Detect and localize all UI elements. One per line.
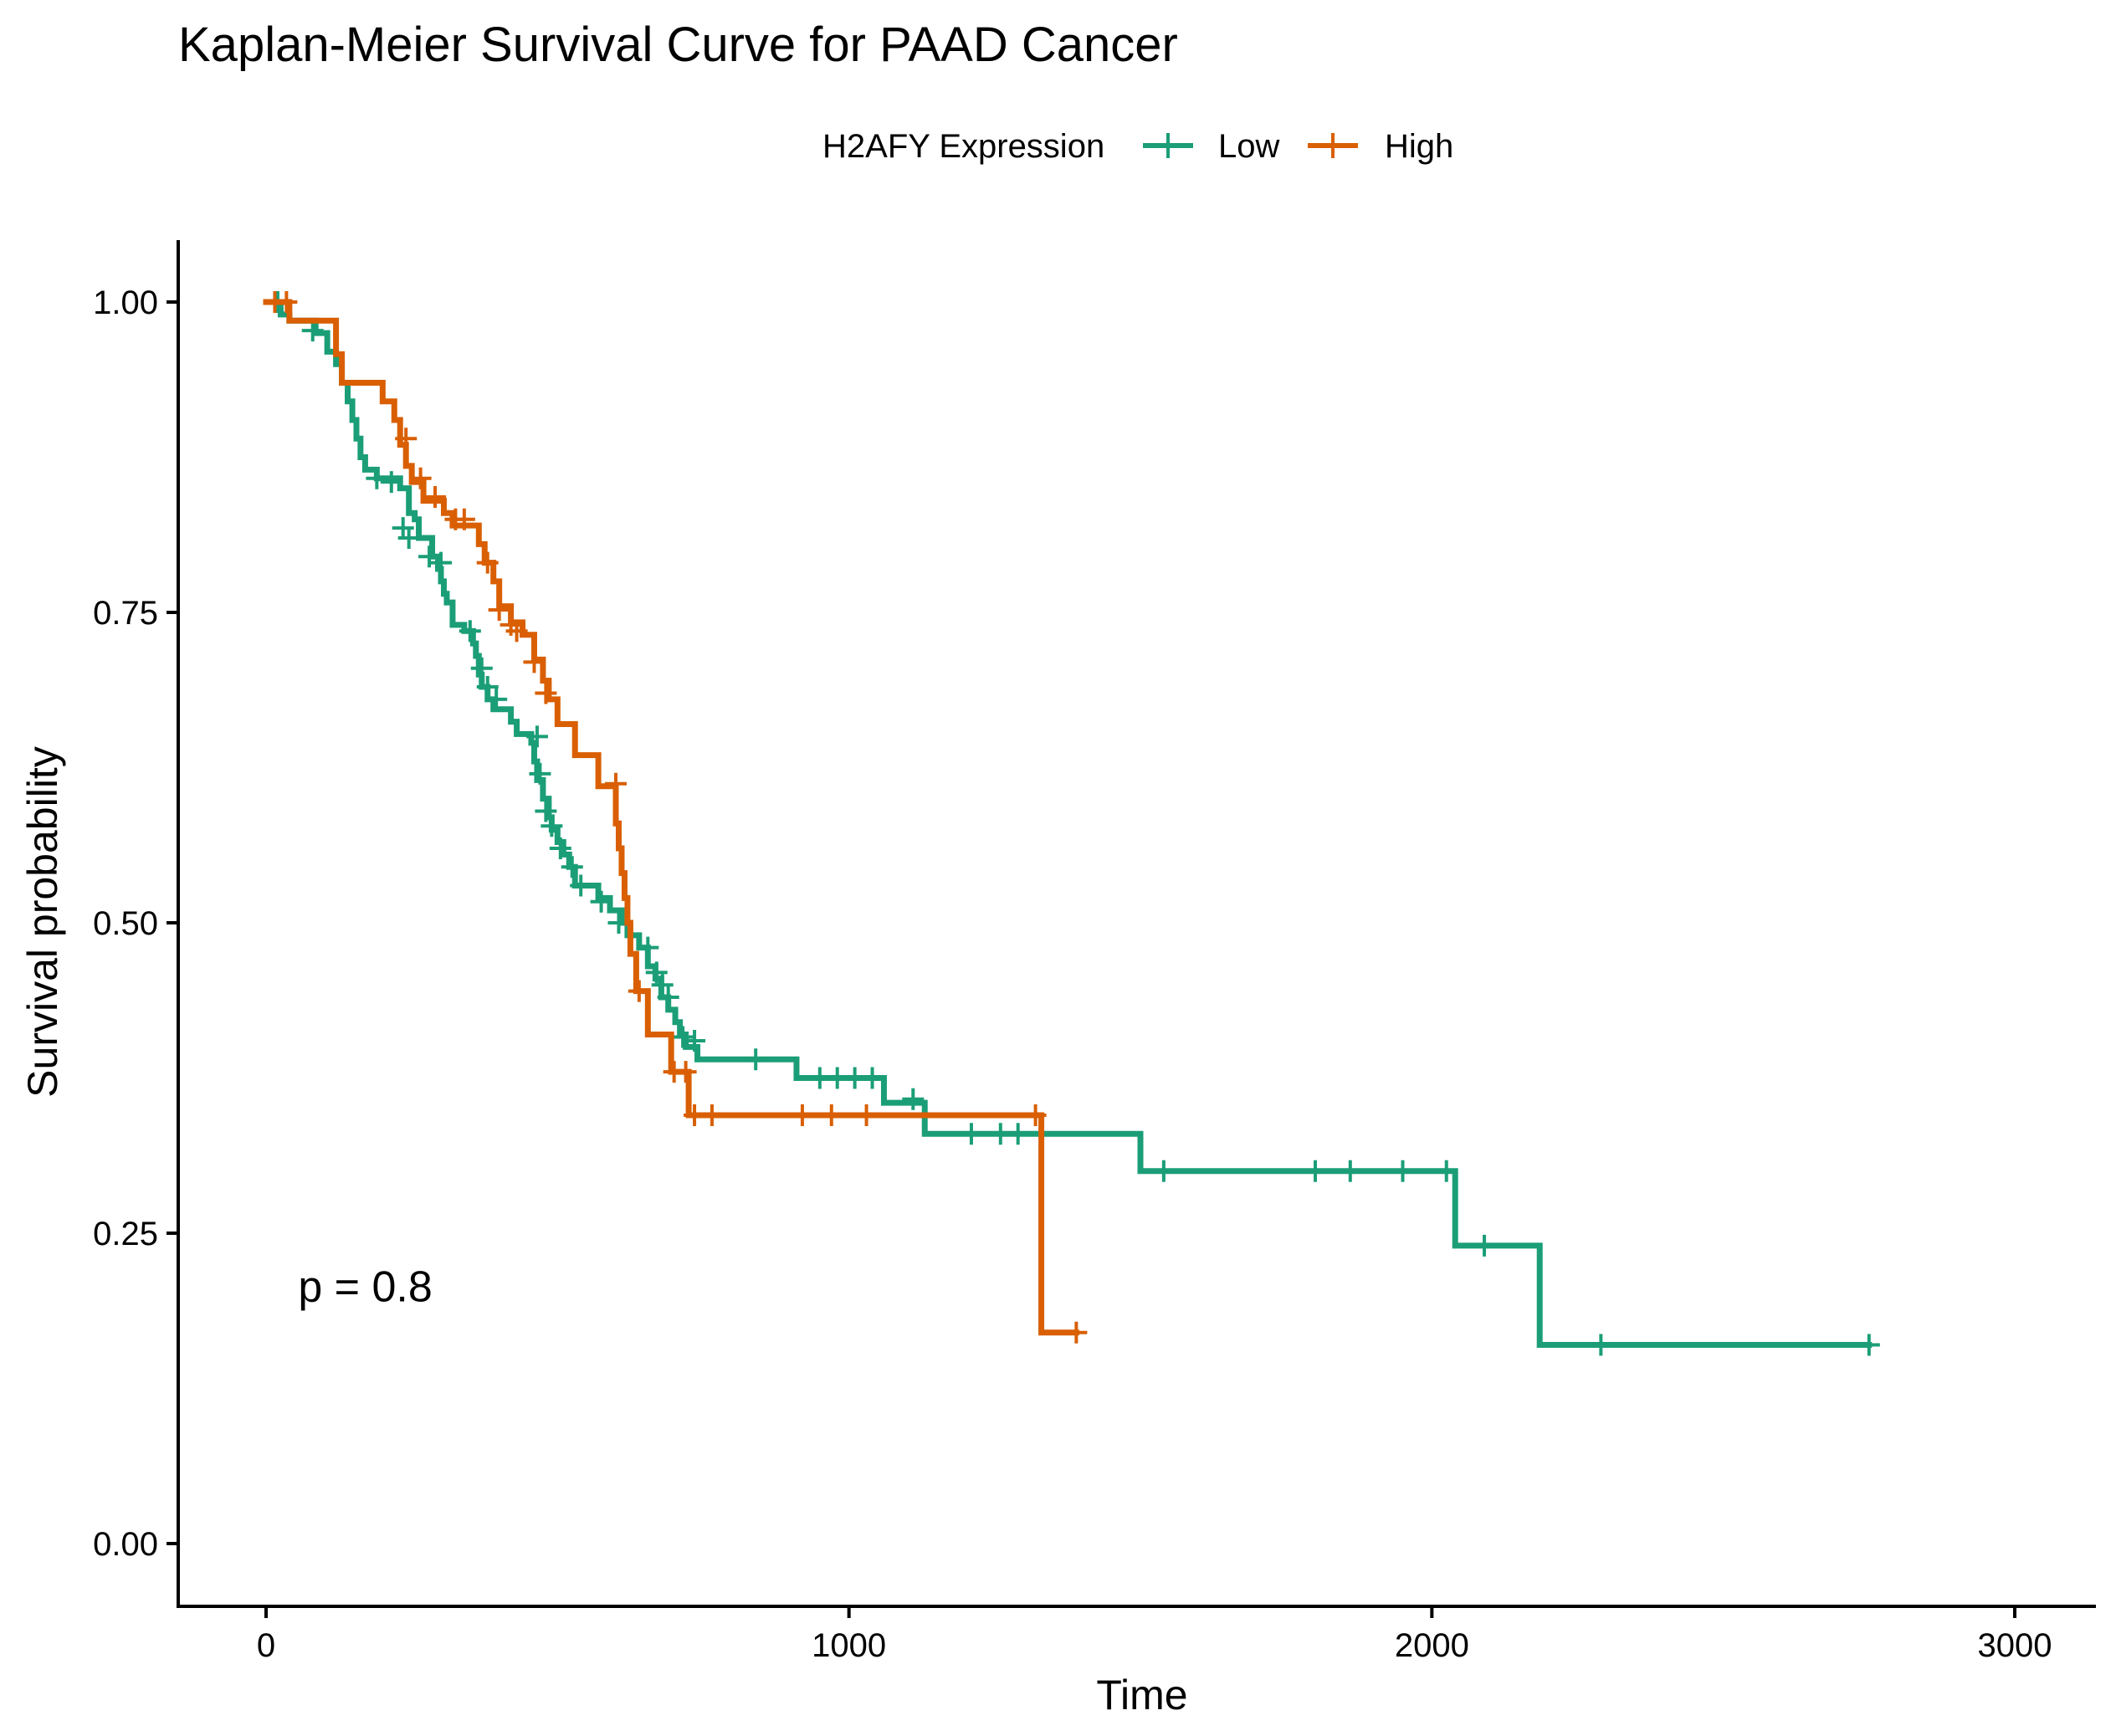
y-tick-label: 0.50 — [93, 905, 158, 942]
censor-mark-high — [488, 599, 510, 622]
survival-curve-high — [263, 299, 1079, 1336]
censor-mark-high — [605, 772, 627, 795]
censor-mark-high — [855, 1104, 878, 1127]
censor-mark-high — [791, 1104, 813, 1127]
legend-label-low: Low — [1218, 128, 1279, 165]
legend: H2AFY Expression Low High — [822, 128, 1453, 165]
p-value-annotation: p = 0.8 — [298, 1263, 432, 1312]
y-axis-label: Survival probability — [19, 746, 66, 1098]
censor-mark-high — [1065, 1321, 1088, 1344]
censor-mark-high — [424, 485, 447, 508]
y-tick-label: 1.00 — [93, 284, 158, 321]
censor-mark-low — [657, 986, 679, 1009]
plot-area: 0.00 0.25 0.50 0.75 1.00 0 1000 2000 3000 p = 0.8 — [93, 240, 2096, 1664]
y-tick-label: 0.25 — [93, 1216, 158, 1252]
censor-mark-low — [745, 1048, 767, 1071]
chart-title: Kaplan-Meier Survival Curve for PAAD Can… — [178, 18, 1178, 72]
censor-mark-low — [485, 688, 508, 710]
censor-mark-low — [459, 620, 481, 643]
censor-mark-low — [960, 1123, 982, 1145]
censor-mark-low — [672, 1026, 694, 1048]
censor-mark-high — [628, 980, 650, 1002]
censor-mark-high — [674, 1061, 697, 1083]
censor-mark-high — [820, 1104, 843, 1127]
x-axis-label: Time — [1096, 1672, 1187, 1718]
censor-mark-low — [1435, 1160, 1458, 1182]
censor-mark-high — [535, 682, 557, 704]
legend-item-low: Low — [1143, 128, 1279, 165]
censor-mark-high — [395, 428, 418, 450]
legend-item-high: High — [1308, 128, 1453, 165]
censor-mark-low — [1304, 1160, 1326, 1182]
censor-mark-low — [418, 545, 441, 568]
censor-mark-low — [366, 467, 388, 489]
censor-mark-high — [453, 508, 475, 530]
x-tick-label: 2000 — [1395, 1627, 1469, 1664]
censor-mark-low — [561, 856, 583, 878]
censor-mark-low — [541, 815, 563, 837]
x-tick-label: 0 — [257, 1627, 275, 1664]
censor-mark-low — [1473, 1234, 1496, 1257]
censor-mark-high — [476, 551, 499, 574]
censor-mark-low — [529, 762, 551, 785]
censor-mark-low — [392, 517, 414, 540]
censor-mark-low — [1007, 1123, 1029, 1145]
legend-label-high: High — [1385, 128, 1453, 165]
y-tick-label: 0.75 — [93, 595, 158, 632]
censor-mark-low — [397, 526, 420, 549]
censor-mark-high — [275, 291, 298, 313]
censor-mark-low — [651, 974, 674, 996]
censor-mark-low — [1857, 1334, 1880, 1356]
censor-mark-high — [1024, 1104, 1047, 1127]
censor-mark-high — [523, 651, 546, 673]
censor-mark-low — [1391, 1160, 1414, 1182]
censor-mark-low — [902, 1088, 925, 1110]
censor-mark-high — [409, 467, 432, 489]
censor-mark-low — [1152, 1160, 1175, 1182]
censor-mark-low — [476, 676, 499, 699]
x-tick-label: 1000 — [812, 1627, 886, 1664]
censor-mark-high — [505, 620, 528, 643]
censor-mark-high — [700, 1104, 723, 1127]
censor-mark-low — [637, 936, 659, 959]
censor-mark-low — [430, 551, 452, 574]
legend-title: H2AFY Expression — [822, 128, 1104, 165]
censor-mark-low — [470, 657, 493, 679]
y-tick-label: 0.00 — [93, 1526, 158, 1563]
censor-mark-low — [1590, 1334, 1612, 1356]
censor-mark-low — [525, 725, 548, 748]
censor-mark-low — [549, 837, 571, 859]
survival-curve-low — [263, 299, 1873, 1349]
censor-mark-low — [535, 800, 557, 822]
x-tick-label: 3000 — [1978, 1627, 2052, 1664]
censor-mark-low — [645, 961, 668, 984]
censor-mark-low — [684, 1029, 706, 1052]
censor-mark-low — [380, 471, 402, 494]
censor-mark-low — [570, 874, 592, 897]
censor-mark-low — [590, 890, 612, 913]
censor-mark-low — [861, 1067, 884, 1089]
censor-mark-low — [1339, 1160, 1361, 1182]
